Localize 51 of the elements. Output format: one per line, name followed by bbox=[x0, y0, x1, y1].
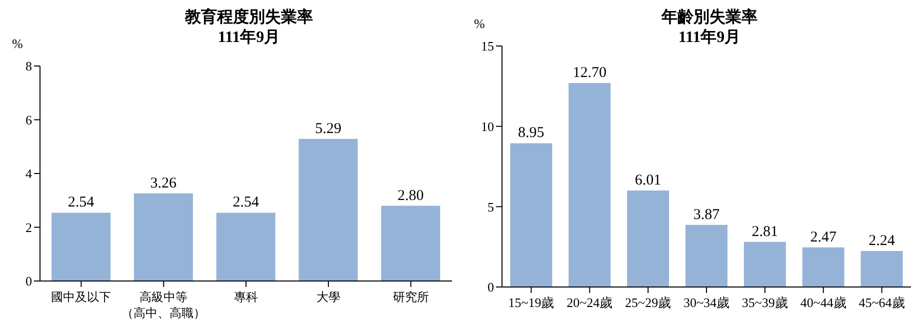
x-tick-label: 高級中等（高中、高職） bbox=[122, 290, 206, 320]
x-tick-label: 國中及以下 bbox=[51, 290, 112, 304]
x-tick-label: 15~19歲 bbox=[508, 295, 554, 310]
x-tick-label: 大學 bbox=[316, 290, 340, 304]
x-tick-label: 35~39歲 bbox=[742, 295, 788, 310]
y-tick-label: 6 bbox=[26, 112, 32, 128]
bar bbox=[216, 212, 276, 281]
data-label: 3.26 bbox=[150, 175, 178, 192]
y-tick-label: 0 bbox=[488, 280, 494, 295]
y-tick-label: 5 bbox=[488, 199, 494, 214]
y-tick-label: 2 bbox=[26, 220, 32, 235]
x-tick-label: 20~24歲 bbox=[566, 295, 613, 310]
data-label: 6.01 bbox=[634, 172, 662, 188]
bar bbox=[802, 247, 844, 287]
y-axis-title: % bbox=[12, 36, 23, 52]
bar bbox=[627, 190, 670, 287]
data-label: 2.81 bbox=[752, 224, 778, 240]
data-label: 2.54 bbox=[68, 194, 95, 211]
data-label: 2.24 bbox=[868, 233, 896, 250]
chart-subtitle: 111年9月 bbox=[677, 28, 742, 48]
x-tick-label: 40~44歲 bbox=[800, 295, 846, 310]
data-label: 3.87 bbox=[693, 206, 720, 223]
data-label: 8.95 bbox=[518, 125, 544, 142]
bar bbox=[52, 212, 111, 281]
x-tick-label: 專科 bbox=[234, 290, 258, 304]
bar bbox=[298, 138, 358, 281]
y-tick-label: 8 bbox=[26, 58, 32, 74]
bar bbox=[685, 224, 728, 287]
bar bbox=[568, 82, 611, 287]
y-tick-label: 0 bbox=[26, 274, 32, 289]
bar bbox=[510, 143, 552, 287]
x-tick-label: 研究所 bbox=[392, 290, 429, 304]
bar bbox=[134, 193, 193, 281]
chart-subtitle: 111年9月 bbox=[216, 28, 282, 48]
bar bbox=[381, 206, 440, 281]
data-label: 2.47 bbox=[810, 229, 837, 246]
data-label: 5.29 bbox=[315, 120, 342, 137]
x-tick-label: 45~64歲 bbox=[858, 295, 905, 310]
y-tick-label: 4 bbox=[26, 166, 32, 182]
data-label: 12.70 bbox=[572, 64, 606, 81]
bar bbox=[744, 242, 786, 287]
y-axis-title: % bbox=[474, 16, 485, 32]
data-label: 2.54 bbox=[232, 194, 260, 211]
x-tick-label: 25~29歲 bbox=[625, 295, 672, 310]
y-tick-label: 15 bbox=[481, 38, 494, 54]
x-tick-label: 30~34歲 bbox=[683, 295, 730, 310]
chart-title: 教育程度別失業率 bbox=[184, 8, 314, 28]
y-tick-label: 10 bbox=[481, 118, 494, 134]
data-label: 2.80 bbox=[398, 188, 424, 204]
bar bbox=[860, 251, 903, 287]
chart-title: 年齡別失業率 bbox=[660, 8, 758, 28]
